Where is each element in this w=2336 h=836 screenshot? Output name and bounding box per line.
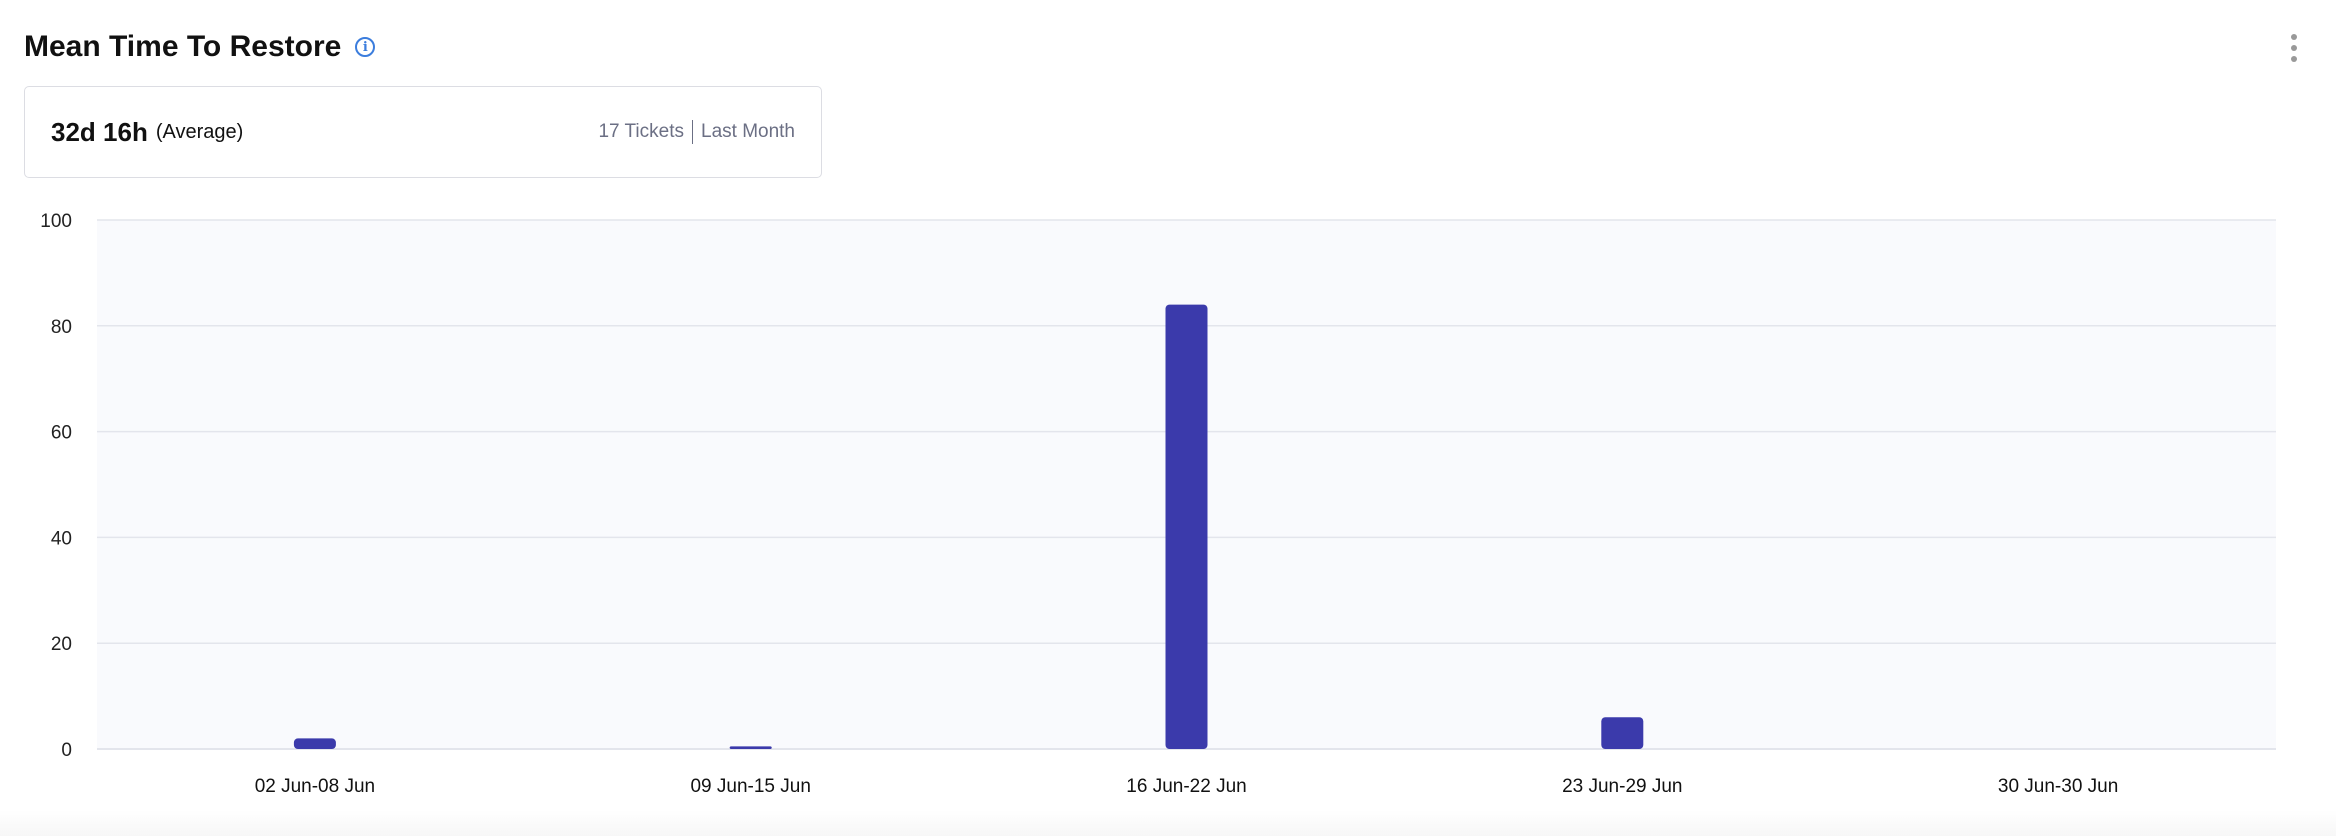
y-tick-label: 60 <box>51 423 72 444</box>
y-tick-label: 20 <box>51 634 72 655</box>
bar <box>293 738 336 749</box>
y-tick-label: 0 <box>61 740 72 761</box>
x-tick-label: 02 Jun-08 Jun <box>255 776 375 797</box>
x-tick-label: 30 Jun-30 Jun <box>1998 776 2118 797</box>
bar <box>1165 304 1208 749</box>
ticket-count: 17 Tickets <box>598 121 684 143</box>
y-tick-label: 40 <box>51 528 72 549</box>
x-tick-label: 23 Jun-29 Jun <box>1562 776 1682 797</box>
info-icon[interactable]: i <box>355 37 376 57</box>
summary-card: 32d 16h (Average) 17 Tickets Last Month <box>24 86 822 178</box>
average-label: (Average) <box>155 120 244 143</box>
bar <box>1601 717 1644 749</box>
kebab-menu-icon[interactable] <box>2288 34 2300 62</box>
summary-meta: 17 Tickets Last Month <box>598 120 795 144</box>
period-label: Last Month <box>701 121 795 143</box>
bar <box>729 746 772 749</box>
x-tick-label: 09 Jun-15 Jun <box>690 776 810 797</box>
y-tick-label: 80 <box>51 317 72 338</box>
y-tick-label: 100 <box>40 211 72 232</box>
x-tick-label: 16 Jun-22 Jun <box>1126 776 1246 797</box>
page-title: Mean Time To Restore i <box>24 30 376 64</box>
average-value: 32d 16h <box>51 116 148 147</box>
title-text: Mean Time To Restore <box>24 30 342 63</box>
